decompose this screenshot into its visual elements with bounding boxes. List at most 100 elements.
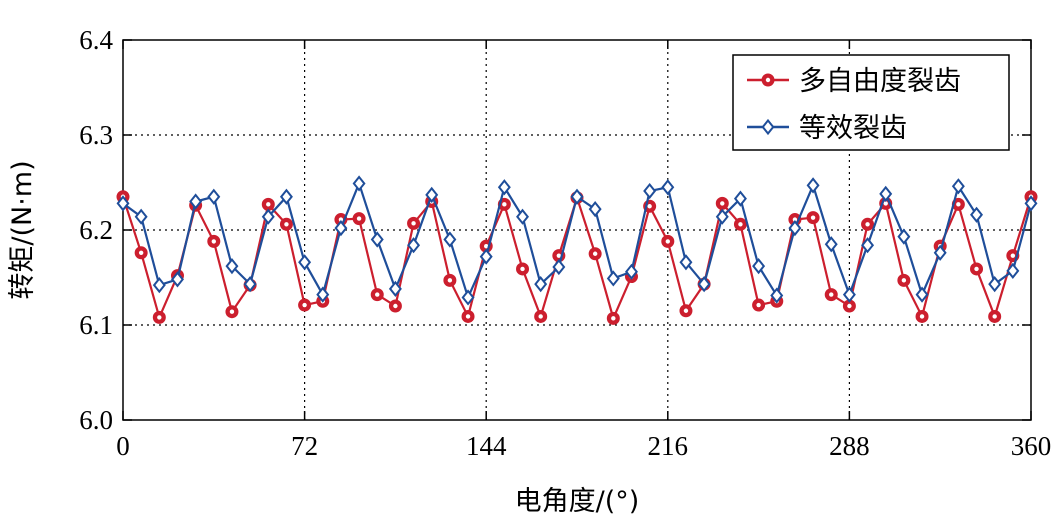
x-tick-label: 144	[466, 431, 507, 461]
data-point	[951, 178, 965, 195]
series-multi-dof-split-tooth	[116, 190, 1038, 325]
data-point-center	[792, 217, 798, 222]
data-point-center	[484, 243, 489, 249]
y-tick-label: 6.1	[79, 310, 113, 340]
data-point	[588, 200, 602, 218]
data-point	[970, 206, 984, 223]
y-tick-label: 6.2	[79, 215, 113, 245]
legend-item-equivalent-split-tooth: 等效裂齿	[747, 113, 907, 144]
data-point	[915, 286, 929, 303]
data-point	[806, 177, 820, 194]
data-point	[679, 254, 693, 271]
data-point	[824, 236, 838, 253]
data-point	[461, 289, 475, 306]
data-point-center	[992, 314, 997, 319]
data-point	[116, 195, 130, 212]
data-point-center	[647, 204, 652, 209]
legend-label-multi-dof: 多自由度裂齿	[799, 66, 961, 97]
data-point	[334, 219, 348, 237]
data-point-center	[829, 292, 834, 297]
data-point	[715, 208, 729, 225]
data-point-center	[284, 222, 289, 227]
data-point-center	[556, 253, 562, 258]
data-point	[370, 231, 384, 248]
data-point-center	[665, 239, 670, 244]
x-axis-title: 电角度/(°)	[515, 486, 640, 517]
data-point-center	[847, 303, 852, 309]
data-point	[643, 182, 657, 200]
data-point	[606, 270, 620, 287]
data-point-center	[157, 315, 162, 320]
legend-box	[732, 54, 1010, 151]
data-point-center	[611, 316, 616, 321]
legend: 多自由度裂齿 等效裂齿	[732, 54, 1010, 151]
data-point	[443, 231, 457, 248]
data-point-center	[411, 221, 416, 226]
data-point	[261, 208, 275, 225]
y-tick-label: 6.4	[79, 25, 113, 55]
data-point-center	[465, 314, 471, 319]
legend-marker-shape-center	[765, 77, 771, 83]
data-point	[570, 188, 584, 205]
data-point	[207, 188, 221, 205]
data-point	[189, 193, 203, 210]
data-point-center	[865, 222, 870, 227]
data-point	[388, 280, 402, 298]
data-point-center	[447, 278, 453, 283]
data-point-center	[683, 308, 689, 313]
data-point-center	[538, 314, 543, 319]
data-point	[770, 287, 784, 304]
y-axis-title: 转矩/(N·m)	[7, 160, 38, 299]
data-point	[407, 237, 421, 254]
data-point-center	[883, 201, 888, 206]
series-equivalent-split-tooth	[116, 175, 1038, 306]
data-point-center	[810, 215, 816, 220]
data-point	[842, 286, 856, 303]
data-point	[225, 257, 239, 275]
legend-label-equivalent: 等效裂齿	[799, 113, 907, 144]
data-point-center	[356, 216, 362, 221]
y-tick-label: 6.0	[79, 405, 113, 435]
data-point	[352, 175, 366, 192]
data-point	[733, 190, 747, 207]
data-point-center	[302, 302, 307, 308]
axis-ticks: 0 72 144 216 288 360 6.0 6.1 6.2 6.3 6.4	[79, 25, 1051, 461]
data-point	[1024, 195, 1038, 212]
data-point-center	[738, 222, 743, 227]
legend-marker-circle	[761, 73, 775, 87]
data-point	[624, 263, 638, 280]
x-tick-label: 288	[829, 431, 870, 461]
data-point	[552, 258, 566, 276]
data-point-center	[266, 202, 271, 207]
data-point	[243, 276, 257, 293]
y-tick-label: 6.3	[79, 120, 113, 150]
data-point	[425, 186, 439, 203]
data-point	[279, 188, 293, 205]
data-point-center	[720, 201, 725, 206]
data-point-center	[756, 302, 761, 308]
data-point	[988, 276, 1002, 293]
data-point-center	[956, 202, 961, 207]
data-point-center	[211, 239, 216, 244]
data-point-center	[919, 314, 925, 319]
data-point	[661, 179, 675, 196]
data-point-center	[502, 202, 507, 207]
data-point	[534, 276, 548, 293]
x-tick-label: 360	[1011, 431, 1052, 461]
data-point-center	[375, 292, 380, 297]
series-group	[116, 175, 1038, 325]
data-point-center	[974, 266, 979, 272]
data-point	[933, 244, 947, 261]
x-tick-label: 72	[291, 431, 318, 461]
data-point	[861, 237, 875, 254]
x-tick-label: 0	[116, 431, 130, 461]
data-point-center	[229, 309, 235, 314]
legend-marker-diamond	[761, 118, 775, 136]
data-point-center	[592, 251, 598, 256]
data-point	[788, 219, 802, 237]
data-point	[1006, 262, 1020, 279]
data-point	[170, 271, 184, 288]
data-point	[697, 276, 711, 293]
data-point	[134, 208, 148, 225]
